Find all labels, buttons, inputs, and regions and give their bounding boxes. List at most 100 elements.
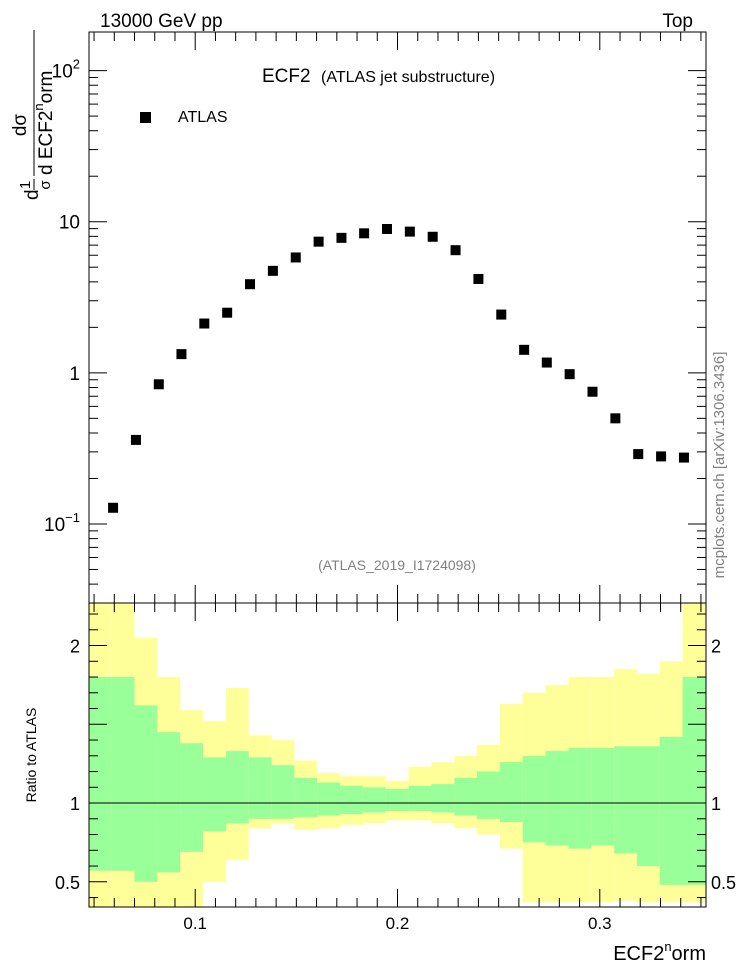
- xlabel-ecf2: ECF2: [613, 943, 664, 965]
- side-watermark: mcplots.cern.ch [arXiv:1306.3436]: [711, 352, 728, 579]
- ratio-band-bin: [682, 677, 706, 879]
- main-ytick-label-base: 10: [44, 515, 65, 536]
- ylabel-dsigma: dσ: [10, 114, 31, 137]
- main-ytick-label: 10: [59, 213, 80, 234]
- ratio-band-bin: [317, 782, 341, 816]
- data-point: [656, 451, 667, 462]
- chart-subtitle: (ATLAS jet substructure): [321, 69, 495, 86]
- chart-title-group: ECF2 (ATLAS jet substructure): [262, 66, 495, 87]
- x-axis-label: ECF2norm: [613, 939, 706, 965]
- ratio-band-bin: [568, 747, 592, 849]
- ratio-panel: 0.1 0.2 0.3 0.5 0.5 1 1 2 2 Ratio to ATLAS ECF2n…: [23, 602, 736, 965]
- ratio-band-bin: [522, 755, 546, 843]
- header-energy: 13000 GeV pp: [100, 11, 223, 32]
- main-ytick-label-exp: −1: [65, 510, 80, 525]
- data-point: [176, 349, 187, 360]
- main-ytick-label: 102: [52, 57, 80, 83]
- atlas-data-points: [108, 223, 689, 513]
- xlabel-n: n: [664, 939, 671, 954]
- data-point: [587, 386, 598, 397]
- ratio-band-bin: [431, 784, 455, 813]
- chart-title: ECF2: [262, 66, 311, 87]
- data-point: [519, 344, 530, 355]
- ratio-band-bin: [362, 787, 386, 813]
- ratio-band-bin: [408, 785, 432, 811]
- ylabel-orm: orm: [36, 71, 57, 104]
- ratio-band-bin: [637, 746, 660, 867]
- ratio-band-bin: [271, 765, 295, 819]
- ratio-band-bin: [454, 777, 478, 816]
- data-point: [427, 231, 438, 242]
- ratio-band-bin: [477, 771, 500, 819]
- ylabel-sigma: σ: [37, 180, 54, 190]
- ratio-ytick-label-right: 2: [711, 637, 721, 657]
- main-y-axis-label: d 1 σ dσ d ECF2norm: [10, 30, 57, 200]
- data-point: [564, 369, 575, 380]
- ratio-band-bin: [385, 788, 409, 811]
- data-point: [153, 379, 164, 390]
- data-point: [678, 452, 689, 463]
- ylabel-n: n: [31, 103, 46, 110]
- data-point: [199, 318, 210, 329]
- ratio-band-bin: [614, 746, 638, 854]
- data-point: [473, 273, 484, 284]
- ratio-band-bin: [134, 705, 158, 882]
- data-point: [541, 357, 552, 368]
- data-point: [108, 502, 119, 513]
- main-ytick-label: 10−1: [44, 510, 80, 536]
- ratio-band-bin: [545, 751, 569, 846]
- ratio-band-bin: [499, 762, 523, 822]
- main-x-ticks: [93, 32, 702, 603]
- ratio-band-bin: [591, 747, 615, 846]
- ratio-axes: 0.1 0.2 0.3 0.5 0.5 1 1 2 2: [55, 603, 736, 933]
- ratio-xtick-label: 0.1: [183, 914, 207, 933]
- data-point: [404, 226, 415, 237]
- main-ytick-label-base: 10: [52, 62, 73, 83]
- ratio-xtick-label: 0.2: [386, 914, 410, 933]
- ratio-band-bin: [180, 743, 204, 852]
- ratio-ytick-label: 0.5: [55, 873, 80, 893]
- ylabel-denominator: d ECF2norm: [31, 71, 57, 175]
- ratio-xtick-label: 0.3: [588, 914, 612, 933]
- header-process: Top: [662, 11, 693, 32]
- legend-label-atlas: ATLAS: [178, 109, 228, 126]
- data-point: [290, 252, 301, 263]
- data-point: [245, 279, 256, 290]
- data-point: [336, 232, 347, 243]
- data-point: [496, 309, 507, 320]
- ratio-y-axis-label: Ratio to ATLAS: [23, 708, 39, 803]
- ratio-band-bin: [248, 757, 272, 819]
- data-point: [222, 307, 233, 318]
- ylabel-one: 1: [17, 181, 34, 189]
- ratio-bands: [89, 603, 706, 907]
- ratio-band-bin: [294, 777, 318, 818]
- legend-marker: [140, 112, 151, 123]
- data-point: [359, 228, 370, 239]
- data-point: [267, 265, 278, 276]
- ratio-band-bin: [340, 785, 363, 815]
- data-point: [450, 245, 461, 256]
- main-ytick-label-exp: 2: [73, 57, 80, 72]
- data-point: [633, 449, 644, 460]
- ratio-band-bin: [157, 732, 181, 873]
- ratio-band-bin: [203, 757, 226, 832]
- ratio-band-bin: [225, 751, 249, 824]
- data-point: [313, 236, 324, 247]
- ratio-band-bin: [111, 677, 135, 871]
- ylabel-ecf2: d ECF2: [36, 111, 57, 175]
- main-ytick-label: 1: [69, 364, 80, 385]
- ratio-ytick-label: 2: [70, 637, 80, 657]
- analysis-tag: (ATLAS_2019_I1724098): [318, 557, 476, 573]
- ratio-ytick-label-right: 0.5: [711, 873, 736, 893]
- ratio-ytick-label: 1: [70, 794, 80, 814]
- data-point: [381, 223, 392, 234]
- ratio-ytick-label-right: 1: [711, 794, 721, 814]
- data-point: [130, 434, 141, 445]
- xlabel-orm: orm: [672, 943, 706, 965]
- data-point: [610, 413, 621, 424]
- ratio-band-bin: [89, 677, 112, 871]
- ylabel-d: d: [22, 189, 43, 200]
